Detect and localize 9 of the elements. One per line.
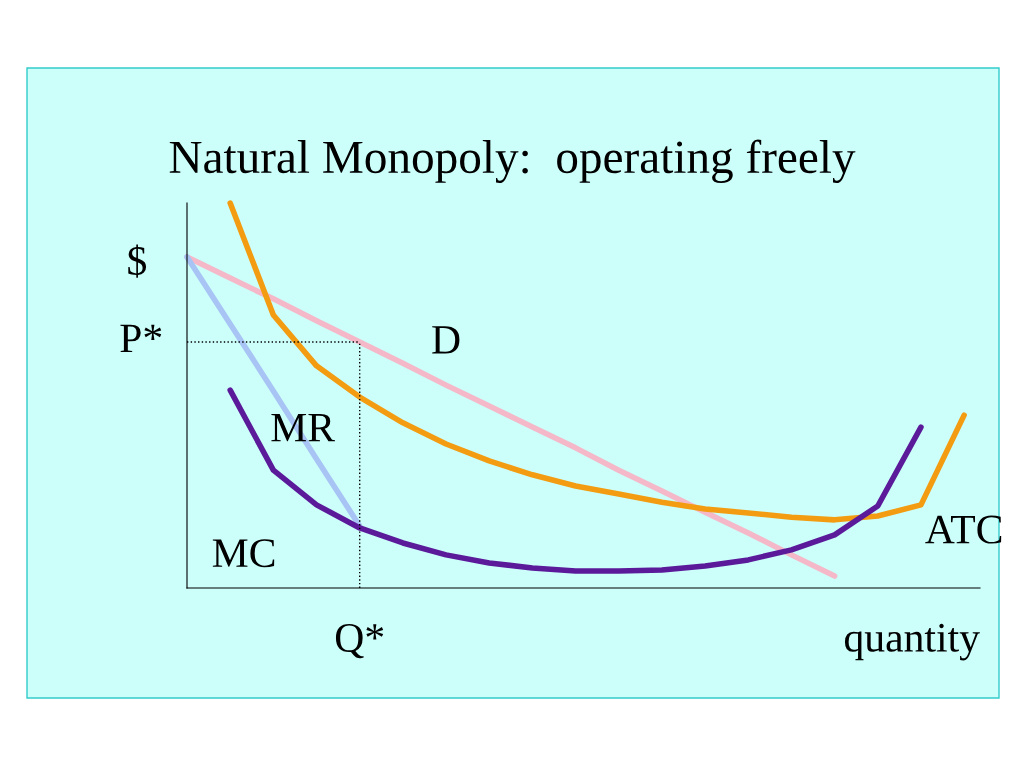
series-label: ATC (925, 515, 1002, 544)
text: Q* (335, 623, 384, 659)
x-axis-title: quantity (844, 623, 980, 661)
series-label: D (432, 326, 460, 354)
series-label: MC (212, 539, 275, 568)
chart-title: Natural Monopoly: operating freely (169, 139, 856, 183)
series-label: MR (271, 413, 335, 442)
ref-line-label: P* (120, 324, 162, 352)
y-axis-title: $ (128, 244, 147, 278)
